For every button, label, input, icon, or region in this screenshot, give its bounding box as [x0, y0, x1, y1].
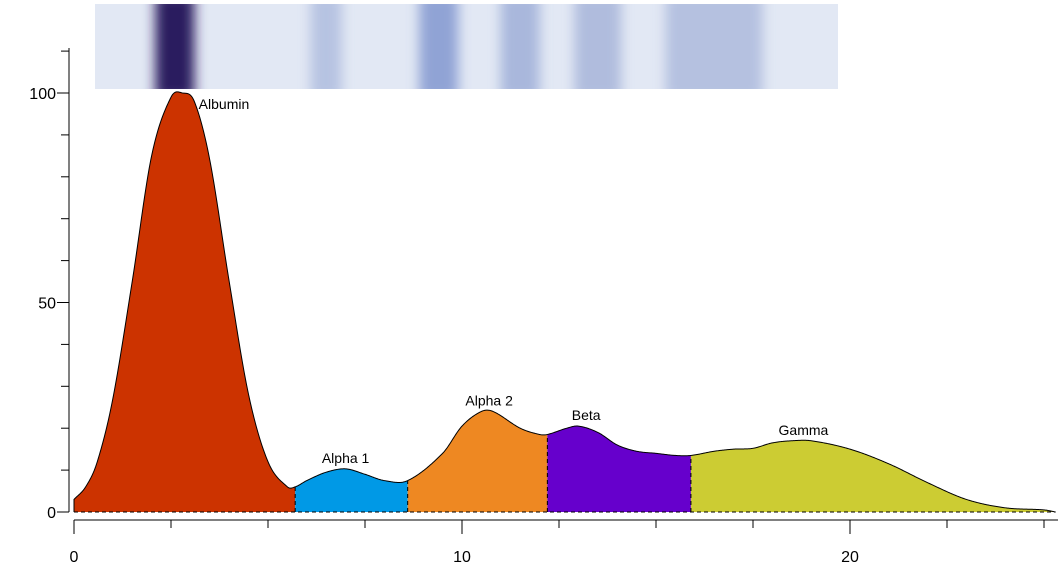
fraction-area-alpha-2 [407, 410, 548, 512]
y-tick-label: 50 [38, 296, 56, 313]
y-tick-label: 100 [29, 86, 56, 103]
fraction-area-alpha-1 [295, 468, 408, 512]
fraction-labels: Albumin Alpha 1 Alpha 2 Beta Gamma [199, 96, 829, 466]
fraction-label-alpha-2: Alpha 2 [465, 392, 513, 408]
gel-band [310, 4, 342, 89]
fraction-dividers [74, 434, 1056, 513]
axes: 0 50 100 0 10 20 [29, 48, 1058, 566]
fraction-area-albumin [74, 91, 296, 513]
fraction-area-gamma [690, 440, 1056, 512]
gel-band [500, 4, 540, 89]
y-tick-label: 0 [47, 505, 56, 522]
gel-band [574, 4, 622, 89]
fraction-label-alpha-1: Alpha 1 [322, 450, 370, 466]
fraction-label-albumin: Albumin [199, 96, 250, 112]
x-tick-label: 10 [453, 549, 471, 566]
gel-strip-image [95, 4, 838, 89]
fraction-areas [74, 91, 1056, 513]
gel-band [419, 4, 459, 89]
x-tick-label: 0 [70, 549, 79, 566]
gel-band [155, 4, 195, 89]
gel-band [665, 4, 763, 89]
fraction-label-beta: Beta [572, 407, 601, 423]
densitometry-curve [73, 91, 1056, 513]
x-tick-label: 20 [841, 549, 859, 566]
fraction-label-gamma: Gamma [779, 422, 829, 438]
fraction-area-beta [547, 426, 691, 512]
